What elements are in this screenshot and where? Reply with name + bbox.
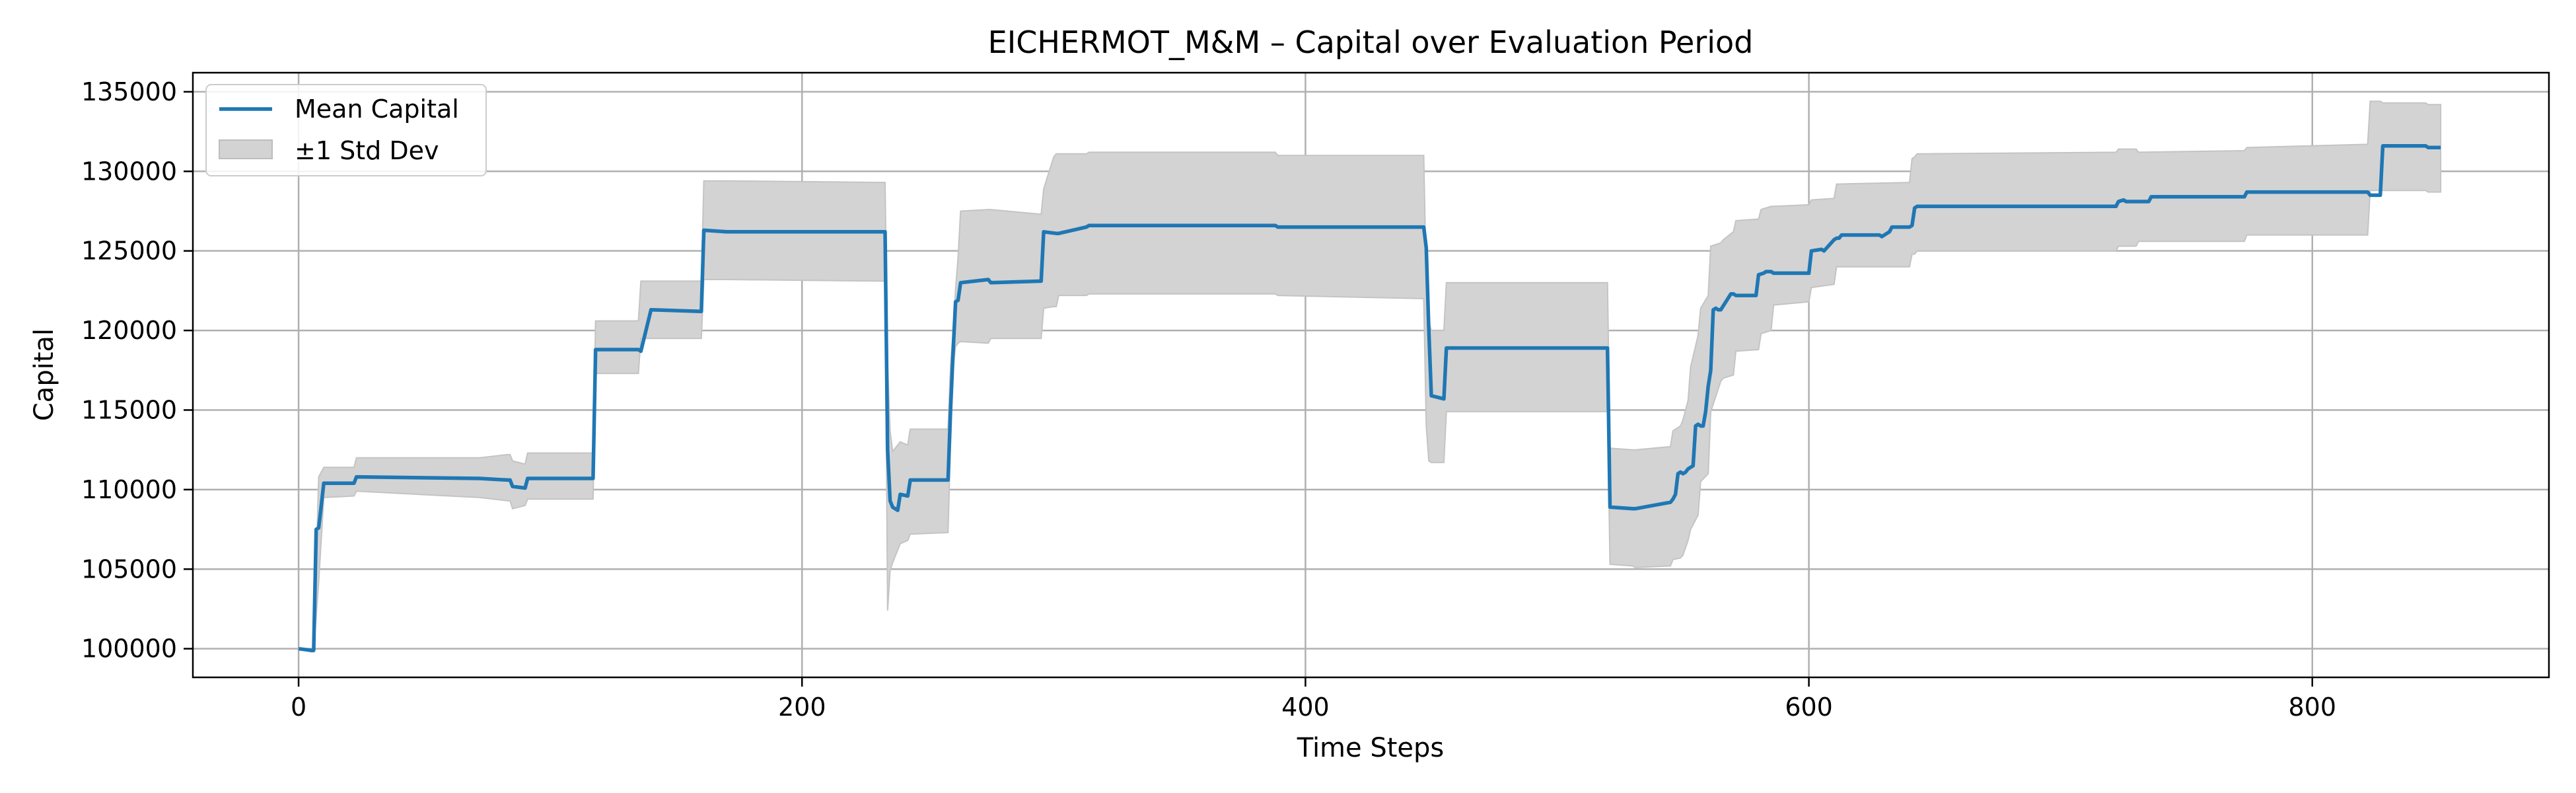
x-axis-ticks: 0 200 400 600 800 [291, 677, 2336, 722]
y-tick-label: 130000 [81, 157, 177, 186]
y-axis-ticks: 100000 105000 110000 115000 120000 125000 1300… [81, 77, 193, 663]
y-axis-label: Capital [29, 328, 59, 421]
x-tick-label: 0 [291, 693, 306, 722]
y-tick-label: 100000 [81, 634, 177, 663]
legend-band-label: ±1 Std Dev [295, 136, 439, 165]
y-tick-label: 120000 [81, 316, 177, 345]
x-tick-label: 800 [2289, 693, 2337, 722]
legend-band-swatch [219, 139, 273, 159]
x-tick-label: 600 [1785, 693, 1833, 722]
legend-box [205, 84, 487, 176]
legend: Mean Capital ±1 Std Dev [205, 84, 487, 176]
y-tick-label: 105000 [81, 554, 177, 584]
mean-capital-line [298, 144, 2441, 652]
y-tick-label: 135000 [81, 77, 177, 106]
y-tick-label: 125000 [81, 237, 177, 266]
legend-mean-label: Mean Capital [295, 94, 459, 124]
y-tick-label: 115000 [81, 395, 177, 424]
x-tick-label: 400 [1281, 693, 1330, 722]
plot-area-frame [192, 71, 2550, 679]
x-axis-label: Time Steps [1297, 733, 1445, 763]
x-tick-label: 200 [778, 693, 826, 722]
y-tick-label: 110000 [81, 475, 177, 504]
chart-title: EICHERMOT_M&M – Capital over Evaluation … [988, 24, 1754, 60]
